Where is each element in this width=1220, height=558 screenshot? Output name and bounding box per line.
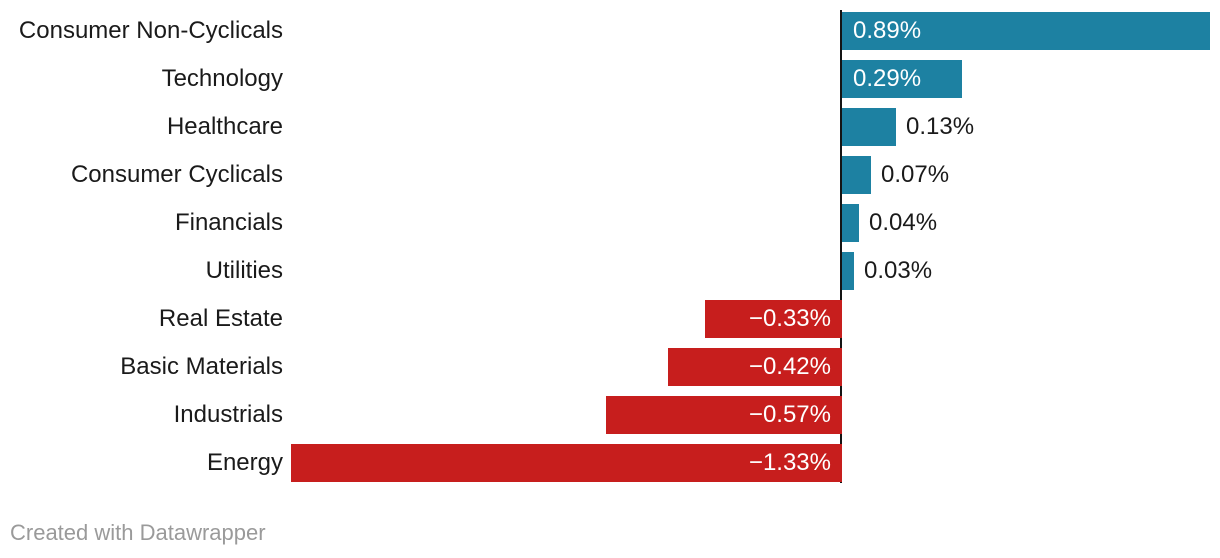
- value-label: −1.33%: [748, 449, 831, 476]
- chart-row: Basic Materials −0.42%: [0, 348, 1220, 386]
- chart-row: Consumer Non-Cyclicals 0.89%: [0, 12, 1220, 50]
- category-label: Real Estate: [158, 305, 283, 332]
- bar-positive: [842, 108, 896, 146]
- zero-axis-line: [840, 10, 842, 483]
- chart-row: Consumer Cyclicals 0.07%: [0, 156, 1220, 194]
- chart-row: Utilities 0.03%: [0, 252, 1220, 290]
- value-label: 0.13%: [906, 113, 975, 140]
- bar-negative: [668, 348, 842, 386]
- bar-negative: [705, 300, 842, 338]
- category-label: Consumer Cyclicals: [70, 161, 283, 188]
- value-label: −0.57%: [748, 401, 831, 428]
- category-label: Utilities: [205, 257, 283, 284]
- category-label: Energy: [206, 449, 283, 476]
- category-label: Financials: [174, 209, 283, 236]
- category-label: Healthcare: [166, 113, 283, 140]
- category-label: Industrials: [173, 401, 283, 428]
- chart-row: Energy −1.33%: [0, 444, 1220, 482]
- bar-negative: [606, 396, 842, 434]
- category-label: Basic Materials: [120, 353, 283, 380]
- chart-row: Financials 0.04%: [0, 204, 1220, 242]
- category-label: Consumer Non-Cyclicals: [18, 17, 283, 44]
- bar-positive: [842, 252, 854, 290]
- category-label: Technology: [161, 65, 283, 92]
- value-label: 0.07%: [881, 161, 950, 188]
- chart-row: Technology 0.29%: [0, 60, 1220, 98]
- bar-positive: [842, 204, 859, 242]
- bar-positive: [842, 156, 871, 194]
- datawrapper-credit: Created with Datawrapper: [10, 520, 266, 545]
- chart-row: Healthcare 0.13%: [0, 108, 1220, 146]
- value-label: 0.04%: [869, 209, 938, 236]
- value-label: 0.03%: [864, 257, 933, 284]
- value-label: −0.42%: [748, 353, 831, 380]
- chart-row: Industrials −0.57%: [0, 396, 1220, 434]
- bar-negative: [291, 444, 842, 482]
- value-label: 0.89%: [853, 17, 922, 44]
- bar-positive: [842, 12, 1210, 50]
- bar-positive: [842, 60, 962, 98]
- value-label: −0.33%: [748, 305, 831, 332]
- value-label: 0.29%: [853, 65, 922, 92]
- chart-row: Real Estate −0.33%: [0, 300, 1220, 338]
